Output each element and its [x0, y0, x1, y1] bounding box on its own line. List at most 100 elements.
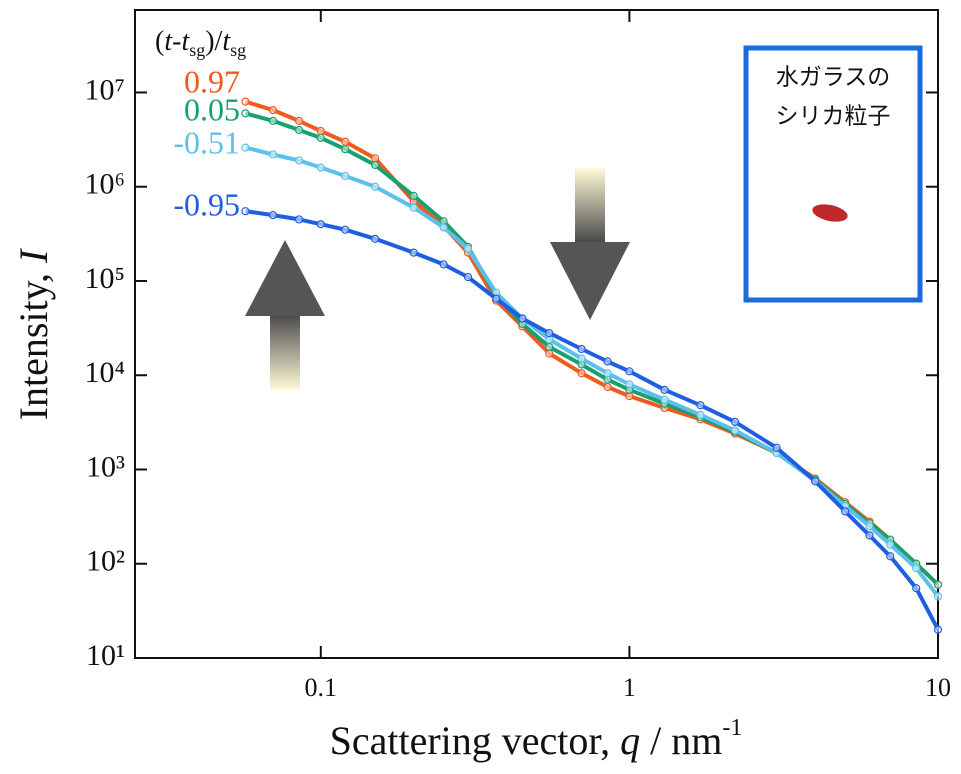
legend-label: -0.95 — [173, 186, 240, 222]
x-axis-label: Scattering vector, q / nm-1 — [330, 715, 743, 764]
y-tick-label: 10⁷ — [85, 73, 125, 106]
legend-title-part: t — [164, 26, 173, 57]
inset-box — [743, 45, 923, 303]
particle-image — [812, 204, 848, 222]
x-label-part: q — [620, 718, 640, 763]
data-point — [545, 349, 554, 358]
data-point — [439, 223, 448, 232]
data-point — [463, 272, 473, 282]
x-tick-label: 10 — [925, 673, 951, 702]
data-point — [730, 426, 740, 435]
data-point — [341, 225, 350, 234]
x-tick-label: 1 — [623, 673, 636, 702]
data-point — [577, 369, 586, 378]
y-tick-label: 10² — [86, 545, 125, 578]
data-point — [912, 563, 921, 573]
data-point — [439, 260, 448, 269]
x-label-part: Scattering vector, — [330, 718, 621, 763]
data-point — [409, 248, 418, 257]
data-point — [241, 109, 250, 118]
data-point — [603, 369, 612, 378]
data-point — [294, 156, 304, 165]
data-point — [409, 191, 418, 200]
data-point — [492, 294, 501, 303]
data-point — [518, 314, 527, 323]
data-point — [660, 385, 669, 394]
data-point — [841, 507, 850, 516]
data-point — [603, 357, 612, 366]
y-tick-label: 10⁴ — [85, 356, 125, 389]
legend-label: -0.51 — [173, 124, 240, 160]
data-point — [463, 244, 473, 253]
data-point — [933, 580, 943, 589]
legend-label: 0.97 — [184, 63, 240, 99]
data-point — [341, 137, 350, 146]
y-label-part: I — [11, 248, 56, 264]
legend-label: 0.05 — [184, 91, 240, 127]
data-point — [886, 540, 895, 549]
data-point — [241, 143, 250, 152]
data-point — [409, 203, 418, 212]
data-point — [341, 171, 350, 181]
data-point — [316, 220, 325, 229]
data-point — [241, 97, 250, 106]
data-point — [316, 133, 325, 142]
plot-frame — [134, 9, 939, 659]
legend-title-part: sg — [230, 40, 246, 60]
legend-title-part: )/ — [205, 26, 222, 57]
data-point — [268, 106, 278, 115]
data-point — [865, 522, 874, 531]
data-point — [241, 207, 250, 216]
y-tick-label: 10⁶ — [85, 168, 125, 201]
data-point — [660, 395, 669, 404]
x-label-part: / nm — [640, 718, 722, 763]
data-point — [371, 234, 380, 243]
data-point — [294, 125, 304, 135]
data-point — [603, 382, 612, 392]
data-point — [545, 342, 554, 351]
data-point — [933, 625, 943, 634]
data-point — [811, 477, 820, 486]
data-point — [371, 182, 380, 191]
data-point — [730, 417, 740, 426]
legend-title-part: sg — [189, 40, 205, 60]
data-point — [268, 211, 278, 220]
x-label-part: -1 — [722, 715, 742, 741]
data-point — [268, 150, 278, 159]
data-point — [696, 410, 705, 419]
data-point — [341, 145, 350, 154]
legend-title-part: - — [172, 26, 181, 57]
down-arrow — [550, 168, 630, 320]
x-tick-label: 0.1 — [305, 673, 338, 702]
data-point — [268, 116, 278, 125]
y-label-part: Intensity, — [11, 263, 56, 420]
data-point — [371, 154, 380, 163]
legend-title-part: ( — [155, 26, 164, 57]
data-point — [294, 116, 304, 125]
data-point — [912, 584, 921, 593]
y-tick-label: 10¹ — [86, 639, 125, 672]
y-tick-label: 10⁵ — [85, 262, 125, 295]
y-axis-label: Intensity, I — [11, 248, 56, 420]
inset-label: シリカ粒子 — [776, 104, 891, 130]
data-point — [545, 328, 554, 338]
data-point — [577, 344, 586, 354]
data-point — [886, 552, 895, 561]
legend-title-part: t — [222, 26, 231, 57]
data-point — [371, 160, 380, 170]
data-point — [933, 592, 943, 601]
data-point — [316, 126, 325, 136]
inset-label: 水ガラスの — [776, 65, 891, 91]
data-point — [577, 354, 586, 363]
data-point — [316, 163, 325, 172]
data-point — [294, 215, 304, 224]
data-point — [772, 443, 781, 452]
data-point — [865, 531, 874, 540]
data-point — [625, 380, 634, 389]
y-tick-label: 10³ — [86, 450, 125, 483]
data-point — [696, 401, 705, 410]
legend-title-part: t — [181, 26, 190, 57]
data-point — [625, 367, 634, 376]
up-arrow — [245, 240, 325, 390]
